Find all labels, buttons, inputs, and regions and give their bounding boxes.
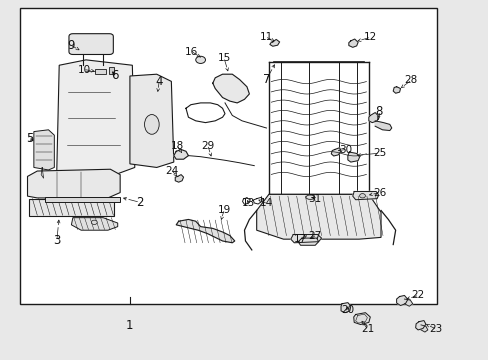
Text: 2: 2 xyxy=(136,196,143,209)
Bar xyxy=(20,8,436,304)
Text: 26: 26 xyxy=(373,188,386,198)
Polygon shape xyxy=(404,299,412,306)
Polygon shape xyxy=(353,313,369,324)
Text: 14: 14 xyxy=(259,198,272,208)
Polygon shape xyxy=(348,39,357,47)
Text: 11: 11 xyxy=(259,32,272,42)
Polygon shape xyxy=(368,113,378,123)
Polygon shape xyxy=(352,192,378,200)
Polygon shape xyxy=(392,87,400,93)
Polygon shape xyxy=(34,130,54,170)
Polygon shape xyxy=(374,121,391,131)
Bar xyxy=(29,199,114,216)
Circle shape xyxy=(91,220,97,225)
Text: 30: 30 xyxy=(339,144,352,154)
Polygon shape xyxy=(340,303,350,313)
Text: 3: 3 xyxy=(53,234,61,247)
Text: 1: 1 xyxy=(126,319,133,332)
Text: 25: 25 xyxy=(373,148,386,158)
Polygon shape xyxy=(71,218,118,230)
Text: 13: 13 xyxy=(241,198,255,208)
Polygon shape xyxy=(290,234,321,243)
Text: 18: 18 xyxy=(170,141,183,151)
Circle shape xyxy=(195,56,205,63)
Bar xyxy=(95,69,105,74)
Text: 9: 9 xyxy=(67,39,75,52)
Text: 4: 4 xyxy=(155,75,163,88)
Text: 28: 28 xyxy=(404,75,417,85)
Polygon shape xyxy=(57,60,135,176)
Bar xyxy=(44,197,120,202)
Text: 24: 24 xyxy=(165,166,179,176)
Text: 10: 10 xyxy=(78,64,91,75)
Text: 20: 20 xyxy=(341,305,354,315)
Polygon shape xyxy=(256,194,380,239)
Polygon shape xyxy=(173,149,188,159)
Text: 17: 17 xyxy=(293,234,306,244)
Polygon shape xyxy=(396,296,407,306)
Text: 5: 5 xyxy=(26,132,34,145)
Polygon shape xyxy=(27,169,120,198)
Polygon shape xyxy=(212,74,249,103)
Ellipse shape xyxy=(305,195,314,199)
Text: 31: 31 xyxy=(308,194,321,204)
Polygon shape xyxy=(420,325,427,332)
Text: 23: 23 xyxy=(428,324,441,334)
Text: 7: 7 xyxy=(262,73,270,86)
Text: 15: 15 xyxy=(217,53,230,63)
Polygon shape xyxy=(298,238,318,245)
Text: 8: 8 xyxy=(374,105,382,118)
Text: 22: 22 xyxy=(410,291,424,301)
FancyBboxPatch shape xyxy=(69,34,113,54)
Circle shape xyxy=(359,194,365,198)
Text: 16: 16 xyxy=(185,46,198,57)
Ellipse shape xyxy=(144,114,159,134)
Polygon shape xyxy=(176,220,234,243)
Text: 6: 6 xyxy=(111,69,119,82)
Text: 21: 21 xyxy=(360,324,373,334)
Polygon shape xyxy=(269,40,279,46)
Bar xyxy=(109,67,114,74)
Text: 29: 29 xyxy=(201,141,214,151)
Polygon shape xyxy=(347,152,359,162)
Polygon shape xyxy=(415,320,425,330)
Text: 12: 12 xyxy=(363,32,376,42)
Polygon shape xyxy=(130,74,173,167)
Polygon shape xyxy=(330,148,340,156)
Text: 19: 19 xyxy=(217,206,230,216)
Polygon shape xyxy=(175,175,183,182)
Text: 27: 27 xyxy=(308,231,321,240)
